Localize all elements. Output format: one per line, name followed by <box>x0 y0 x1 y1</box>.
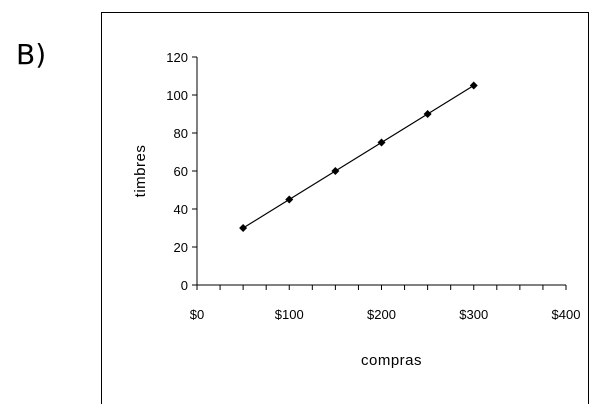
data-point-marker <box>331 167 340 175</box>
data-point-marker <box>377 138 386 147</box>
y-tick-label: 40 <box>174 202 188 217</box>
series-layer <box>239 81 478 232</box>
x-tick-label: $100 <box>275 307 304 322</box>
x-tick-label: $300 <box>459 307 488 322</box>
option-label: B) <box>16 38 47 71</box>
data-point-marker <box>285 195 294 204</box>
y-tick-label: 60 <box>174 164 188 179</box>
y-tick-label: 0 <box>181 278 188 293</box>
x-axis-ticks: $0 $100 $200 $300 $400 <box>190 285 581 322</box>
data-point-marker <box>239 224 248 232</box>
x-tick-label: $0 <box>190 307 204 322</box>
y-tick-label: 120 <box>166 50 188 65</box>
y-tick-label: 20 <box>174 240 188 255</box>
chart-frame: 0 20 40 60 80 100 120 $0 $100 $200 $300 $400 timbr… <box>101 12 589 404</box>
series-line <box>242 84 475 229</box>
x-tick-label: $400 <box>552 307 581 322</box>
data-point-marker <box>469 81 478 90</box>
y-tick-label: 80 <box>174 126 188 141</box>
x-tick-label: $200 <box>367 307 396 322</box>
y-axis-ticks: 0 20 40 60 80 100 120 <box>166 50 197 293</box>
y-tick-label: 100 <box>166 88 188 103</box>
x-axis-title: compras <box>361 352 422 369</box>
data-point-marker <box>423 110 432 118</box>
y-axis-title: timbres <box>132 145 149 198</box>
line-chart: 0 20 40 60 80 100 120 $0 $100 $200 $300 $400 timbr… <box>132 50 581 369</box>
